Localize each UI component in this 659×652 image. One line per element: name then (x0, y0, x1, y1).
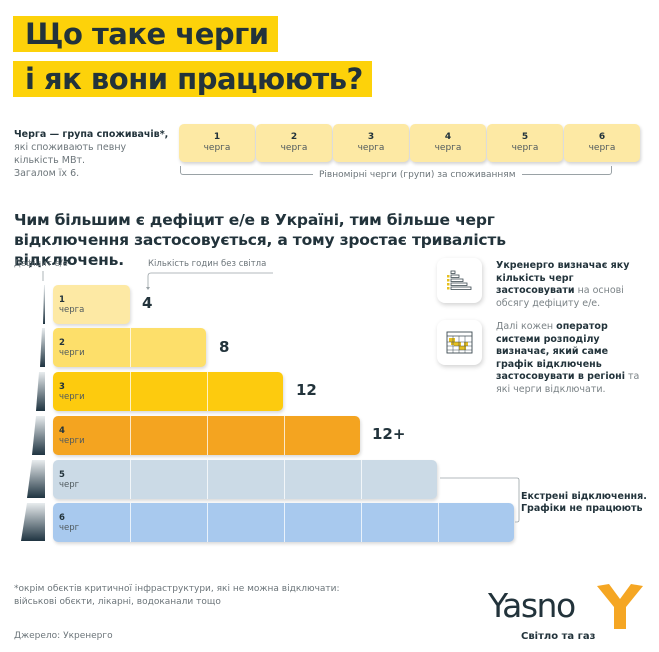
queue-label: черга (588, 143, 616, 153)
queue-number: 5 (521, 132, 529, 142)
deficit-axis-label: Дефіцит е/е (14, 259, 68, 269)
emergency-line: Графіки не працюють (521, 503, 643, 514)
bar-queue-2: 2 черги (53, 328, 206, 367)
info-rest: та які черги відключати. (496, 371, 640, 395)
queue-number: 6 (598, 132, 606, 142)
chart-subheading: Чим більшим є дефіцит е/е в Україні, тим… (14, 211, 506, 269)
info-bold: Укренерго визначає яку кількість черг за… (496, 260, 630, 296)
footnote: *окрім обєктів критичної інфраструктури,… (14, 583, 340, 609)
queue-box-6: 6 черга (564, 124, 640, 162)
info-text-operator: Далі кожен оператор системи розподілу ви… (496, 321, 646, 396)
bar-value-1: 4 (142, 294, 153, 312)
bar-queue-1: 1 черга (53, 285, 130, 324)
footnote-line: *окрім обєктів критичної інфраструктури,… (14, 584, 340, 594)
definition-line: які споживають певну (14, 142, 127, 153)
bar-label: 4 черги (59, 426, 85, 446)
info-text-ukrenergo: Укренерго визначає яку кількість черг за… (496, 260, 646, 310)
source-note: Джерело: Укренерго (14, 631, 113, 641)
yasno-y-icon (597, 584, 643, 629)
bar-value-4: 12+ (372, 425, 406, 443)
bar-queue-5: 5 черг (53, 460, 437, 499)
queue-label: черга (280, 143, 308, 153)
bar-label: 3 черги (59, 382, 85, 402)
info-rest: на основі обсягу дефіциту е/е. (496, 285, 624, 309)
bar-label: 2 черги (59, 338, 85, 358)
queue-number: 1 (213, 132, 221, 142)
queue-number: 2 (290, 132, 298, 142)
queue-stairs-icon (437, 258, 482, 303)
deficit-wedges (21, 285, 45, 541)
definition-line: кількість МВт. (14, 155, 86, 166)
schedule-table-icon (437, 320, 482, 365)
queue-label: черга (357, 143, 385, 153)
footnote-line: військові обєкти, лікарні, водоканали то… (14, 597, 221, 607)
queue-box-2: 2 черга (256, 124, 332, 162)
emergency-line: Екстрені відключення. (521, 491, 647, 502)
definition-line: Загалом їх 6. (14, 168, 80, 179)
axis-arrows (42, 271, 273, 290)
queue-label: черга (434, 143, 462, 153)
yasno-logo-text: Yasno (488, 586, 576, 625)
info-bold: оператор системи розподілу визначає, яки… (496, 321, 625, 382)
queue-box-1: 1 черга (179, 124, 255, 162)
queues-bracket-label: Рівномірні черги (групи) за споживанням (313, 170, 522, 180)
definition-bold: Черга — група споживачів*, (14, 129, 169, 140)
yasno-tagline: Світло та газ (521, 631, 596, 642)
queue-box-5: 5 черга (487, 124, 563, 162)
emergency-bracket (440, 477, 520, 523)
queue-label: черга (511, 143, 539, 153)
queue-label: черга (203, 143, 231, 153)
bar-queue-4: 4 черги (53, 416, 360, 455)
queue-box-3: 3 черга (333, 124, 409, 162)
queue-definition: Черга — група споживачів*, які споживают… (14, 128, 174, 180)
bar-label: 1 черга (59, 295, 85, 315)
queue-number: 3 (367, 132, 375, 142)
bar-queue-6: 6 черг (53, 503, 514, 542)
info-pre: Далі кожен (496, 321, 557, 332)
emergency-note: Екстрені відключення. Графіки не працюют… (521, 491, 647, 515)
bar-label: 6 черг (59, 513, 80, 533)
bar-value-3: 12 (296, 381, 317, 399)
hours-axis-label: Кількість годин без світла (148, 259, 267, 269)
queue-number: 4 (444, 132, 452, 142)
bar-label: 5 черг (59, 470, 80, 490)
bar-queue-3: 3 черги (53, 372, 283, 411)
queue-box-4: 4 черга (410, 124, 486, 162)
title-line-2: і як вони працюють? (13, 61, 372, 97)
title-line-1: Що таке черги (13, 16, 278, 52)
bar-value-2: 8 (219, 338, 230, 356)
